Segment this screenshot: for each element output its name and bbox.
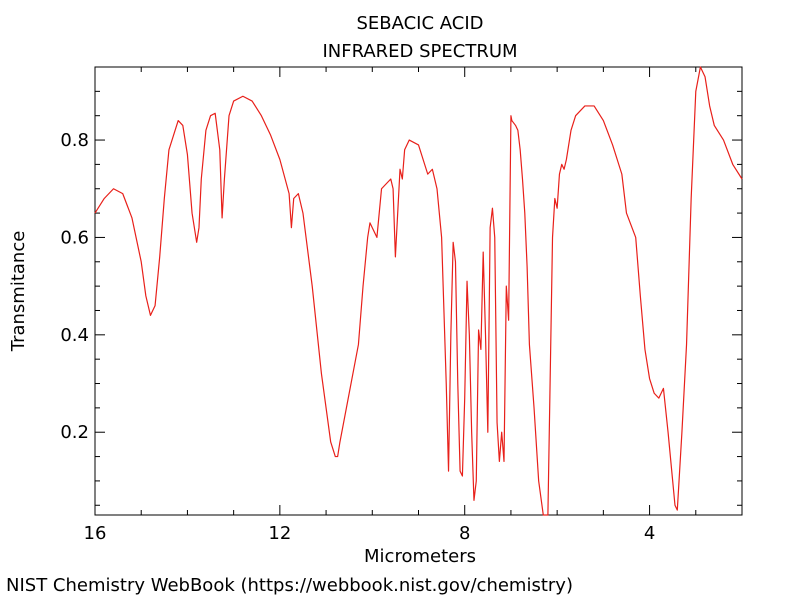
chart-subtitle: INFRARED SPECTRUM — [322, 41, 517, 62]
x-tick-label: 4 — [644, 523, 655, 544]
x-tick-label: 8 — [459, 523, 470, 544]
spectrum-line — [94, 66, 743, 516]
y-tick-label: 0.4 — [60, 325, 89, 346]
y-tick-label: 0.2 — [60, 422, 89, 443]
x-tick-label: 16 — [84, 523, 107, 544]
y-tick-label: 0.8 — [60, 130, 89, 151]
plot-area — [94, 66, 743, 516]
axis-ticks — [94, 67, 743, 515]
x-axis-label: Micrometers — [364, 546, 476, 567]
chart-title: SEBACIC ACID — [356, 13, 483, 34]
source-attribution: NIST Chemistry WebBook (https://webbook.… — [6, 575, 573, 596]
tick-labels: 16 12 8 4 0.2 0.4 0.6 0.8 — [60, 130, 655, 544]
y-tick-label: 0.6 — [60, 227, 89, 248]
y-axis-label: Transmitance — [8, 231, 29, 353]
x-tick-label: 12 — [268, 523, 291, 544]
